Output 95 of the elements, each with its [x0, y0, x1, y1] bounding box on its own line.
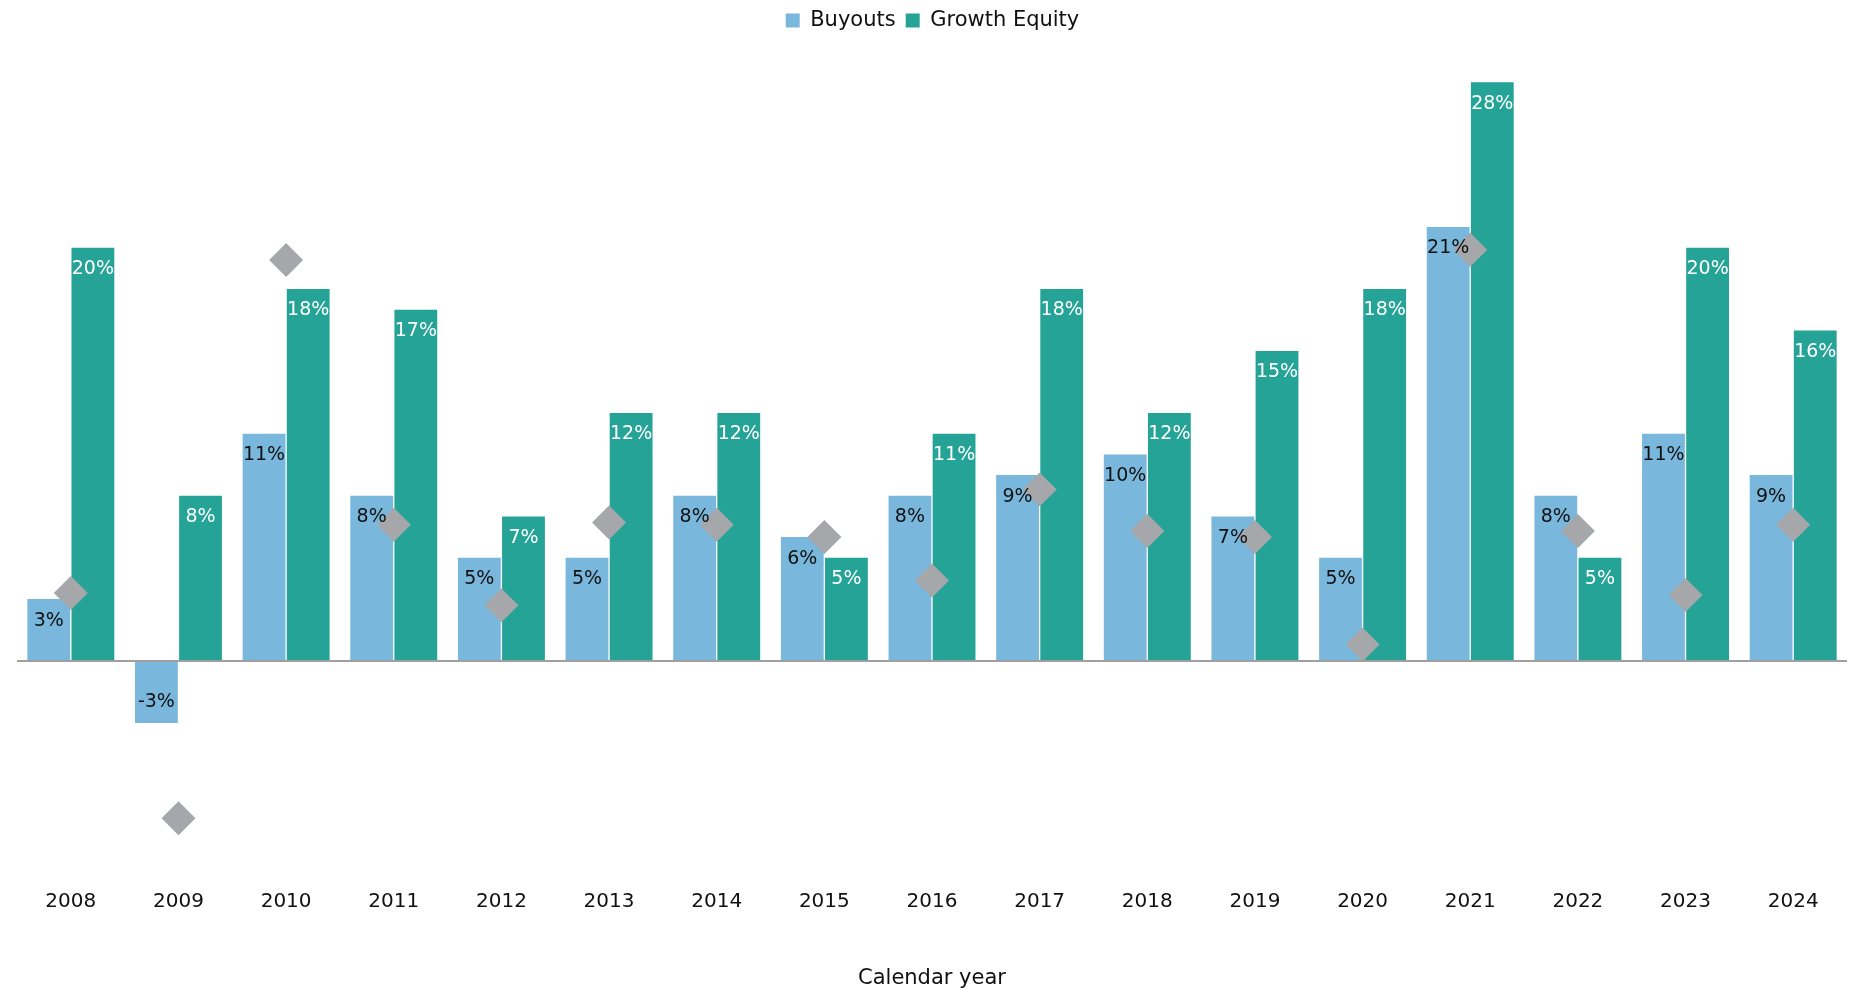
data-label: 16%	[1794, 338, 1837, 361]
bar	[1686, 247, 1729, 662]
data-label: 11%	[1642, 442, 1685, 465]
data-label: 5%	[831, 566, 862, 589]
data-label: 8%	[185, 504, 216, 527]
x-axis-title: Calendar year	[858, 964, 1007, 989]
data-label: 12%	[610, 421, 653, 444]
x-tick-label: 2009	[153, 888, 204, 912]
x-tick-label: 2022	[1552, 888, 1604, 912]
x-tick-label: 2016	[906, 888, 958, 912]
data-label: 7%	[1217, 524, 1248, 547]
x-tick-label: 2023	[1660, 888, 1711, 912]
point	[592, 505, 627, 540]
bar	[888, 495, 932, 662]
data-label: 12%	[1148, 421, 1191, 444]
data-label: 8%	[356, 504, 387, 527]
data-label: 5%	[1584, 566, 1616, 589]
point	[1776, 507, 1811, 542]
data-label: 5%	[464, 566, 495, 589]
x-tick-label: 2021	[1444, 888, 1496, 912]
data-label: 8%	[679, 504, 710, 527]
data-label: 5%	[571, 566, 603, 589]
x-tick-label: 2024	[1767, 888, 1819, 912]
x-tick-label: 2018	[1121, 888, 1173, 912]
bar	[1642, 433, 1685, 662]
bar	[242, 433, 286, 662]
data-label: 21%	[1427, 235, 1470, 258]
data-label: 18%	[287, 297, 330, 320]
data-label: 20%	[1686, 256, 1729, 279]
bar	[1255, 351, 1299, 662]
bar	[1426, 227, 1470, 662]
data-label: 17%	[394, 318, 437, 341]
bar	[780, 537, 824, 662]
bar	[1470, 82, 1514, 662]
bar	[825, 557, 868, 662]
bar	[286, 289, 330, 662]
bar	[1534, 495, 1578, 662]
bar	[1103, 454, 1147, 662]
bar	[717, 413, 761, 662]
x-tick-label: 2008	[45, 888, 97, 912]
point	[269, 243, 304, 278]
data-label: 18%	[1040, 297, 1083, 320]
bar	[996, 475, 1039, 662]
bar	[71, 247, 115, 662]
data-label: 5%	[1325, 566, 1356, 589]
data-label: 28%	[1471, 90, 1514, 113]
x-tick-label: 2010	[260, 888, 312, 912]
bar	[1211, 516, 1255, 662]
bar	[394, 309, 438, 662]
data-label: 8%	[894, 504, 926, 527]
data-label: 9%	[1756, 483, 1787, 506]
bar	[179, 495, 222, 662]
bar	[565, 557, 609, 662]
data-label: 3%	[33, 607, 64, 630]
legend-label: Growth Equity	[930, 6, 1080, 31]
data-label: 6%	[787, 545, 818, 568]
data-label: 20%	[71, 256, 115, 279]
x-tick-label: 2019	[1229, 888, 1281, 912]
x-tick-label: 2014	[691, 888, 743, 912]
point	[484, 588, 519, 623]
bar	[502, 516, 545, 662]
point	[161, 801, 196, 836]
data-label: 7%	[508, 524, 539, 547]
point	[1345, 627, 1380, 662]
data-label: 11%	[242, 442, 286, 465]
x-tick-label: 2013	[583, 888, 635, 912]
point	[1668, 577, 1703, 612]
legend-label: Buyouts	[810, 6, 896, 31]
x-tick-label: 2011	[368, 888, 420, 912]
bar	[135, 661, 178, 724]
bar	[1793, 330, 1837, 662]
data-label: 11%	[932, 442, 976, 465]
bar	[1578, 557, 1622, 662]
x-tick-label: 2015	[798, 888, 850, 912]
bar	[350, 495, 394, 662]
bar	[1040, 289, 1084, 662]
bar	[1749, 475, 1793, 662]
point	[915, 563, 949, 598]
data-label: 8%	[1540, 504, 1571, 527]
x-tick-label: 2012	[475, 888, 527, 912]
bar	[932, 433, 976, 662]
data-label: 18%	[1363, 297, 1406, 320]
data-label: 10%	[1104, 462, 1147, 485]
point	[53, 575, 88, 610]
bar	[1147, 413, 1191, 662]
data-label: 15%	[1255, 359, 1299, 382]
x-tick-label: 2017	[1014, 888, 1066, 912]
bar	[673, 495, 717, 662]
bar	[609, 413, 653, 662]
point	[1130, 513, 1165, 548]
data-label: -3%	[137, 688, 175, 711]
data-label: 9%	[1002, 483, 1033, 506]
bar	[1363, 289, 1407, 662]
x-tick-label: 2020	[1337, 888, 1389, 912]
data-label: 12%	[717, 421, 760, 444]
